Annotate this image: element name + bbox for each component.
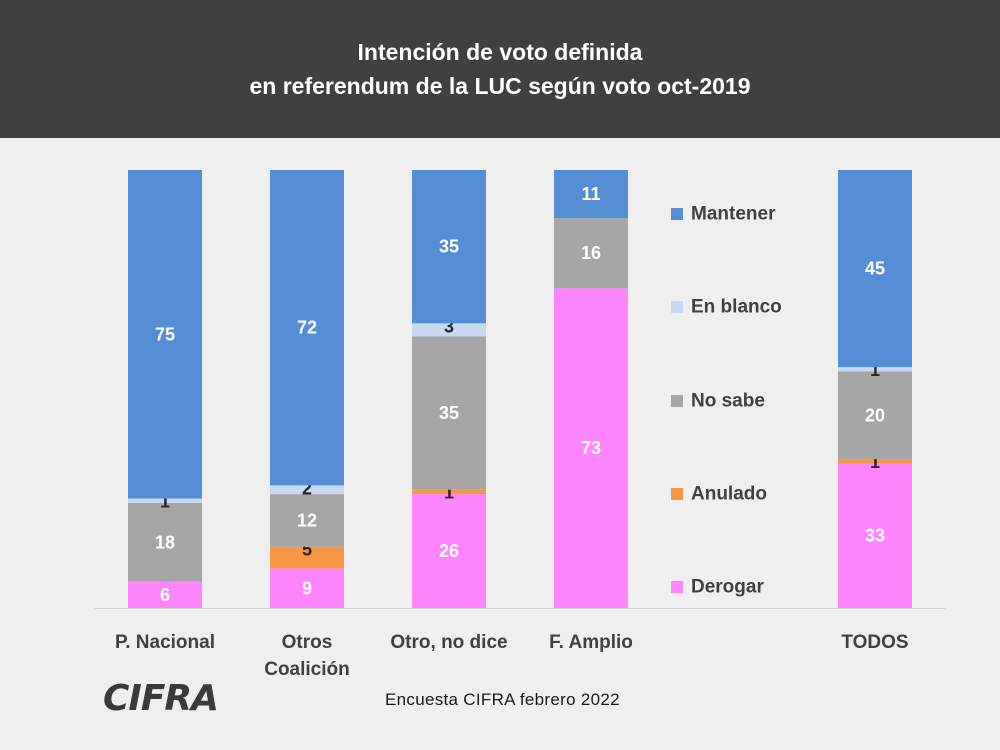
category-label-line: TODOS bbox=[841, 632, 908, 653]
data-label-derogar-otro-no-dice: 26 bbox=[439, 541, 459, 561]
bar-mantener-p-nacional bbox=[128, 170, 202, 499]
category-label-line: Otros bbox=[282, 632, 333, 653]
bar-anulado-otro-no-dice bbox=[412, 489, 486, 495]
bar-en-blanco-otros-coalici-n bbox=[270, 485, 344, 495]
data-label-no-sabe-otro-no-dice: 35 bbox=[439, 403, 459, 423]
category-label-otros-coalici-n: Otros Coalición bbox=[264, 632, 350, 680]
bar-no-sabe-p-nacional bbox=[128, 502, 202, 582]
data-label-en-blanco-todos: 1 bbox=[870, 360, 880, 380]
data-label-derogar-p-nacional: 6 bbox=[160, 585, 170, 605]
bar-mantener-f-amplio bbox=[554, 170, 628, 219]
bar-en-blanco-otro-no-dice bbox=[412, 323, 486, 337]
legend-swatch-derogar bbox=[671, 581, 683, 593]
bar-derogar-p-nacional bbox=[128, 581, 202, 608]
bar-derogar-f-amplio bbox=[554, 288, 628, 608]
legend-label-en-blanco: En blanco bbox=[691, 297, 782, 318]
data-label-derogar-todos: 33 bbox=[865, 526, 885, 546]
bar-derogar-otro-no-dice bbox=[412, 494, 486, 608]
bar-no-sabe-todos bbox=[838, 371, 912, 460]
legend-label-derogar: Derogar bbox=[691, 577, 764, 598]
legend-label-anulado: Anulado bbox=[691, 484, 767, 505]
legend-swatch-anulado bbox=[671, 488, 683, 500]
category-label-line: P. Nacional bbox=[115, 632, 215, 653]
data-label-mantener-todos: 45 bbox=[865, 259, 885, 279]
legend-label-mantener: Mantener bbox=[691, 204, 776, 225]
data-label-anulado-otro-no-dice: 1 bbox=[444, 483, 454, 503]
data-label-no-sabe-f-amplio: 16 bbox=[581, 243, 601, 263]
data-label-mantener-otro-no-dice: 35 bbox=[439, 237, 459, 257]
data-label-en-blanco-otros-coalici-n: 2 bbox=[302, 478, 312, 498]
bar-derogar-todos bbox=[838, 463, 912, 608]
data-label-mantener-otros-coalici-n: 72 bbox=[297, 318, 317, 338]
data-label-derogar-otros-coalici-n: 9 bbox=[302, 578, 312, 598]
legend-swatch-en-blanco bbox=[671, 301, 683, 313]
chart-header: Intención de voto definida en referendum… bbox=[0, 0, 1000, 138]
bar-en-blanco-p-nacional bbox=[128, 498, 202, 503]
category-label-line: F. Amplio bbox=[549, 632, 633, 653]
data-label-no-sabe-p-nacional: 18 bbox=[155, 532, 175, 552]
bar-no-sabe-otros-coalici-n bbox=[270, 494, 344, 547]
data-label-derogar-f-amplio: 73 bbox=[581, 438, 601, 458]
chart-title-line-1: Intención de voto definida bbox=[357, 39, 643, 65]
legend-swatch-no-sabe bbox=[671, 395, 683, 407]
legend-swatch-mantener bbox=[671, 208, 683, 220]
bar-en-blanco-todos bbox=[838, 367, 912, 372]
data-label-no-sabe-todos: 20 bbox=[865, 405, 885, 425]
bar-anulado-todos bbox=[838, 459, 912, 464]
cifra-logo-text: CIFRA bbox=[103, 678, 219, 719]
data-label-anulado-todos: 1 bbox=[870, 452, 880, 472]
category-label-todos: TODOS bbox=[841, 632, 908, 653]
bar-mantener-otro-no-dice bbox=[412, 170, 486, 324]
cifra-logo: CIFRA bbox=[103, 678, 219, 719]
bar-no-sabe-f-amplio bbox=[554, 218, 628, 289]
data-label-mantener-f-amplio: 11 bbox=[581, 184, 600, 204]
bar-mantener-todos bbox=[838, 170, 912, 368]
category-label-f-amplio: F. Amplio bbox=[549, 632, 633, 653]
data-label-en-blanco-p-nacional: 1 bbox=[160, 492, 170, 512]
bar-derogar-otros-coalici-n bbox=[270, 568, 344, 608]
category-label-otro-no-dice: Otro, no dice bbox=[390, 632, 507, 653]
source-note: Encuesta CIFRA febrero 2022 bbox=[385, 690, 620, 709]
bar-no-sabe-otro-no-dice bbox=[412, 336, 486, 490]
data-label-no-sabe-otros-coalici-n: 12 bbox=[297, 510, 317, 530]
data-label-anulado-otros-coalici-n: 5 bbox=[302, 540, 312, 560]
category-label-p-nacional: P. Nacional bbox=[115, 632, 215, 653]
bar-anulado-otros-coalici-n bbox=[270, 546, 344, 569]
data-label-en-blanco-otro-no-dice: 3 bbox=[444, 316, 454, 336]
legend-label-no-sabe: No sabe bbox=[691, 391, 765, 412]
data-label-mantener-p-nacional: 75 bbox=[155, 324, 175, 344]
bar-mantener-otros-coalici-n bbox=[270, 170, 344, 486]
category-label-line: Coalición bbox=[264, 659, 350, 680]
chart-title-line-2: en referendum de la LUC según voto oct-2… bbox=[249, 73, 751, 99]
category-label-line: Otro, no dice bbox=[390, 632, 507, 653]
